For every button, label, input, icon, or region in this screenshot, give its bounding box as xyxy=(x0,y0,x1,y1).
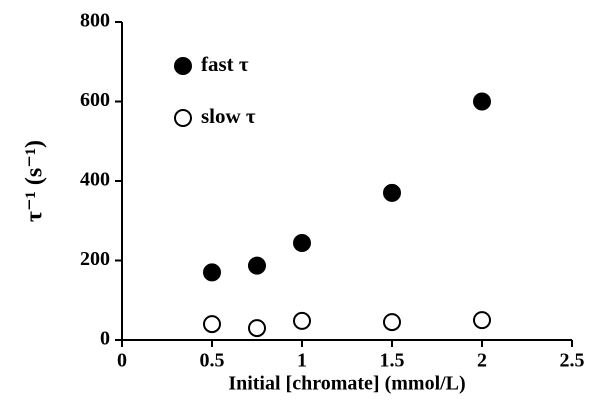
point xyxy=(203,315,221,334)
point xyxy=(248,319,266,338)
x-tick-label: 0 xyxy=(117,350,127,372)
y-tick-label: 800 xyxy=(80,10,110,32)
legend-label: fast τ xyxy=(201,52,249,76)
y-tick-label: 600 xyxy=(80,89,110,111)
x-tick-label: 2.5 xyxy=(560,350,585,372)
point xyxy=(203,263,221,282)
x-tick-label: 1 xyxy=(297,350,307,372)
point xyxy=(473,311,491,330)
point xyxy=(473,92,491,111)
point xyxy=(383,313,401,332)
y-tick-label: 0 xyxy=(100,328,110,350)
point xyxy=(248,256,266,275)
y-tick-label: 400 xyxy=(80,169,110,191)
y-axis-title: τ⁻¹ (s⁻¹) xyxy=(22,140,48,222)
x-axis-title: Initial [chromate] (mmol/L) xyxy=(228,373,465,395)
legend-marker xyxy=(174,109,192,127)
point xyxy=(383,183,401,202)
legend-label: slow τ xyxy=(201,104,256,128)
x-tick-label: 0.5 xyxy=(200,350,225,372)
x-tick-label: 2 xyxy=(477,350,487,372)
x-tick-label: 1.5 xyxy=(380,350,405,372)
legend-marker xyxy=(174,57,192,75)
y-tick-label: 200 xyxy=(80,248,110,270)
point xyxy=(293,234,311,253)
point xyxy=(293,311,311,330)
